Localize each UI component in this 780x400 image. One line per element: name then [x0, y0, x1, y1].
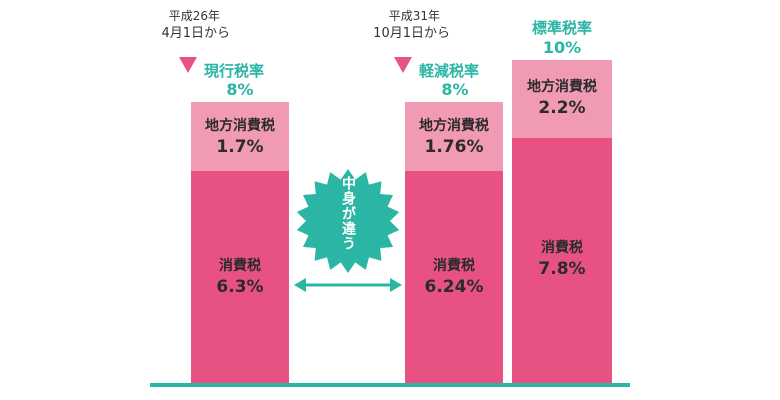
starburst-badge: [296, 169, 400, 273]
bar-3-consumption-tax-name: 消費税: [541, 240, 583, 256]
arrow-down-icon: [394, 57, 412, 73]
burst-text: 中身が違う: [340, 176, 356, 251]
bar-2-local-tax-segment: 地方消費税 1.76%: [405, 102, 503, 171]
current-rate-date-era: 平成26年: [168, 9, 220, 23]
bar-3-rate-value: 10%: [542, 38, 582, 57]
bar-1-consumption-tax-value: 6.3%: [216, 277, 264, 297]
bar-1-rate-label: 現行税率: [204, 62, 265, 80]
bar-2-rate-value: 8%: [441, 80, 469, 99]
bar-1-rate-value: 8%: [226, 80, 254, 99]
double-arrow-icon: [294, 278, 402, 292]
bar-2-consumption-tax-value: 6.24%: [424, 277, 484, 297]
bar-2-local-tax-value: 1.76%: [424, 137, 484, 157]
bar-1-consumption-tax-name: 消費税: [219, 258, 261, 274]
bar-3-consumption-tax-segment: 消費税 7.8%: [512, 138, 612, 384]
bar-2-rate-label: 軽減税率: [419, 62, 480, 80]
arrow-down-icon: [179, 57, 197, 73]
future-rate-date-day: 10月1日から: [373, 26, 450, 41]
bar-1-local-tax-value: 1.7%: [216, 137, 264, 157]
current-rate-date-day: 4月1日から: [161, 26, 230, 41]
bar-2-local-tax-name: 地方消費税: [419, 118, 489, 134]
bar-3-rate-label: 標準税率: [531, 19, 592, 37]
chart-baseline: [150, 383, 630, 387]
bar-3-local-tax-value: 2.2%: [538, 98, 586, 118]
bar-3-local-tax-segment: 地方消費税 2.2%: [512, 60, 612, 138]
bar-2-consumption-tax-segment: 消費税 6.24%: [405, 171, 503, 384]
bar-1-consumption-tax-segment: 消費税 6.3%: [191, 171, 289, 384]
bar-1-local-tax-name: 地方消費税: [205, 118, 275, 134]
bar-3-consumption-tax-value: 7.8%: [538, 259, 586, 279]
current-rate-date: 平成26年 4月1日から: [120, 8, 230, 42]
future-rate-date: 平成31年 10月1日から: [340, 8, 450, 42]
bar-1-local-tax-segment: 地方消費税 1.7%: [191, 102, 289, 171]
bar-3-local-tax-name: 地方消費税: [527, 79, 597, 95]
future-rate-date-era: 平成31年: [388, 9, 440, 23]
bar-2-consumption-tax-name: 消費税: [433, 258, 475, 274]
